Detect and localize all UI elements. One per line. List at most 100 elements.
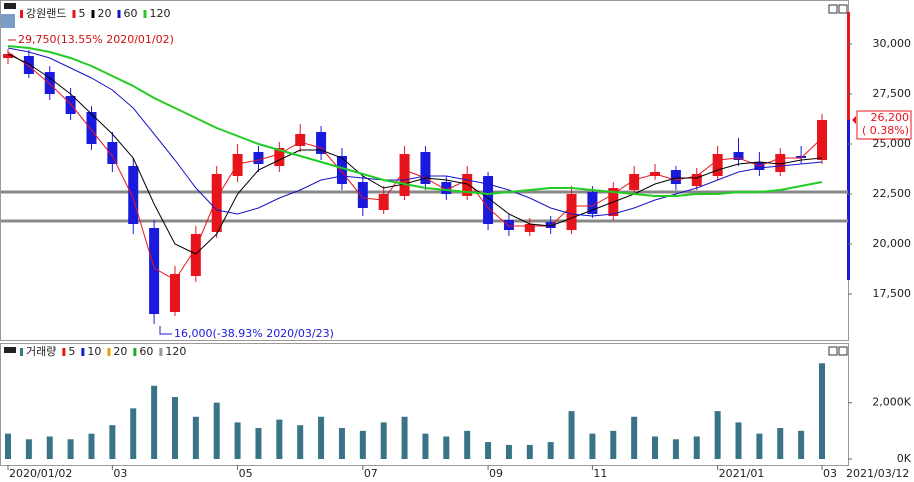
candle-body [796, 156, 807, 158]
x-tick-label: 07 [364, 467, 378, 480]
moving-average [7, 53, 823, 255]
candle-body [253, 152, 264, 164]
volume-bar [338, 428, 345, 459]
volume-bar [234, 422, 241, 459]
volume-bar [526, 444, 533, 459]
legend-label: 60 [123, 7, 137, 20]
volume-bar [485, 442, 492, 459]
candle-body [775, 154, 786, 172]
volume-bar [318, 416, 325, 459]
range-bar [847, 120, 850, 280]
legend-label: 60 [139, 345, 153, 358]
candle-body [503, 220, 514, 230]
volume-title: 거래량 [26, 345, 56, 358]
legend-swatch [91, 10, 95, 18]
candle-body [483, 176, 494, 224]
candle-body [545, 222, 556, 228]
candle-body [86, 112, 97, 144]
legend-swatch [133, 348, 137, 356]
y-tick-label: 22,500 [873, 187, 912, 200]
volume-bar [25, 439, 32, 459]
range-bar [847, 12, 850, 120]
candle-body [566, 194, 577, 230]
candle-body [399, 154, 410, 196]
volume-bar [67, 439, 74, 459]
candle-body [316, 132, 327, 154]
moving-average [7, 47, 823, 217]
volume-bar [109, 425, 116, 459]
high-annotation: 29,750(13.55% 2020/01/02) [18, 33, 174, 46]
pane-button[interactable] [1, 14, 15, 28]
volume-bar [359, 430, 366, 459]
volume-bar [401, 416, 408, 459]
candle-body [128, 166, 139, 224]
pane-icon [4, 347, 16, 353]
legend-label: 20 [97, 7, 111, 20]
candle-body [670, 170, 681, 184]
volume-bar [547, 442, 554, 459]
volume-bar [652, 436, 659, 459]
volume-bar [714, 411, 721, 459]
x-end-label: 2021/03/12 [846, 467, 909, 480]
candle-body [712, 154, 723, 176]
volume-bar [735, 422, 742, 459]
candle-body [169, 274, 180, 312]
low-annotation: 16,000(-38.93% 2020/03/23) [174, 327, 334, 340]
y-tick-label: 20,000 [873, 237, 912, 250]
candle-body [190, 234, 201, 276]
volume-bar [171, 397, 178, 459]
candle-body [378, 194, 389, 210]
volume-bar [422, 433, 429, 459]
x-tick-label: 2020/01/02 [9, 467, 72, 480]
y-tick-label: 0K [897, 452, 912, 465]
candle-body [817, 120, 827, 160]
legend-label: 20 [113, 345, 127, 358]
candle-body [65, 96, 76, 114]
candle-body [44, 72, 55, 94]
volume-bar [505, 444, 512, 459]
y-tick-label: 2,000K [872, 396, 911, 409]
volume-bar [192, 416, 199, 459]
volume-bar [276, 419, 283, 459]
legend-label: 5 [68, 345, 75, 358]
pane-icon [4, 3, 16, 9]
candle-body [107, 142, 118, 164]
volume-bar [672, 439, 679, 459]
maximize-button[interactable] [828, 346, 838, 356]
candle-body [420, 152, 431, 184]
maximize-button[interactable] [828, 4, 838, 14]
x-tick-label: 03 [823, 467, 837, 480]
volume-bar [213, 402, 220, 459]
volume-bar [756, 433, 763, 459]
volume-bar [610, 430, 617, 459]
x-tick-label: 11 [593, 467, 607, 480]
y-tick-label: 25,000 [873, 137, 912, 150]
legend-swatch [20, 10, 23, 18]
x-tick-label: 2021/01 [719, 467, 765, 480]
close-button[interactable] [838, 346, 848, 356]
volume-bar [464, 430, 471, 459]
legend-swatch [159, 348, 163, 356]
legend-swatch [20, 348, 23, 356]
price-marker [852, 116, 856, 124]
volume-bar [819, 363, 825, 459]
volume-bar [589, 433, 596, 459]
candle-body [211, 174, 222, 232]
volume-bar [443, 436, 450, 459]
legend-swatch [107, 348, 111, 356]
candle-body [295, 134, 306, 146]
volume-bar [693, 436, 700, 459]
candle-body [3, 54, 13, 58]
candle-body [524, 224, 535, 232]
volume-bar [255, 428, 262, 459]
candle-body [733, 152, 744, 160]
legend-swatch [117, 10, 121, 18]
close-button[interactable] [838, 4, 848, 14]
x-tick-label: 03 [113, 467, 127, 480]
volume-bar [777, 428, 784, 459]
legend-swatch [81, 348, 85, 356]
annotation-leader [159, 326, 172, 335]
candle-body [336, 156, 347, 184]
moving-average [7, 45, 823, 197]
